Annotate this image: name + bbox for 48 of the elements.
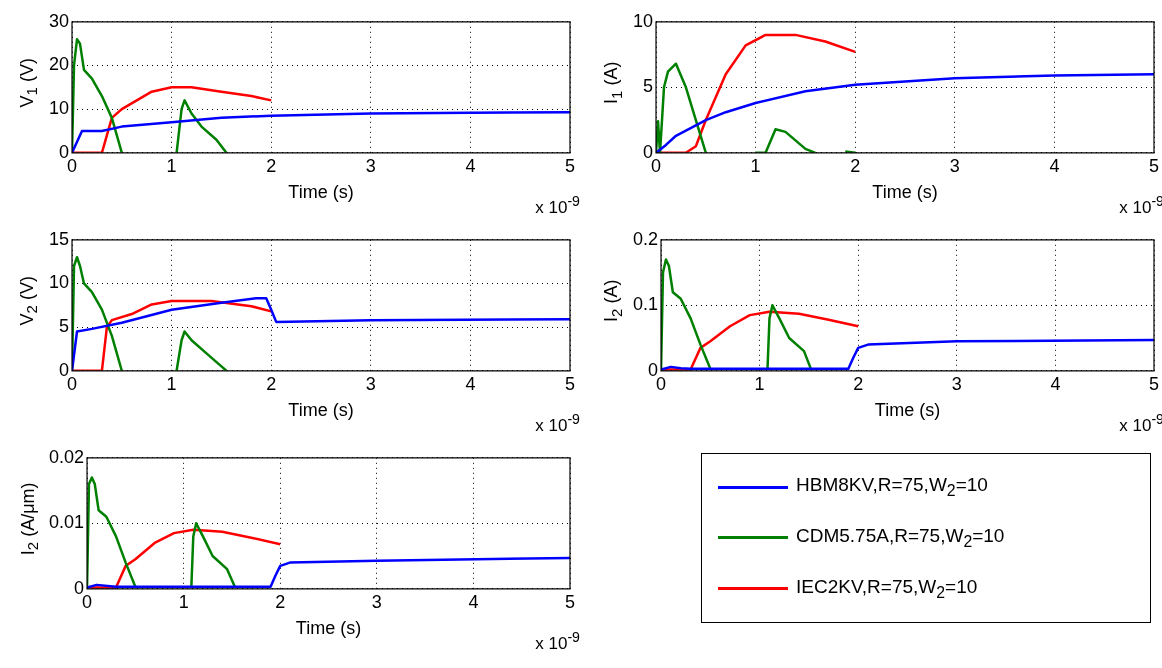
x-tick-label: 5: [564, 373, 576, 394]
x-tick-label: 1: [754, 373, 765, 394]
x-tick-label: 1: [750, 155, 761, 176]
x-tick-label: 3: [951, 373, 962, 394]
x-axis-title: Time (s): [295, 618, 362, 639]
legend-label: IEC2KV,R=75,W$_{2}$=10: [796, 575, 978, 602]
text: x 10$^{-9}$: [535, 411, 580, 436]
y-tick-label: 10: [48, 98, 70, 119]
y-tick-label: 5: [59, 316, 70, 337]
x-tick-label: 1: [178, 591, 189, 612]
x-tick-label: 4: [468, 591, 479, 612]
y-tick-label: 10: [632, 10, 654, 31]
x-axis-title: Time (s): [288, 400, 354, 421]
y-tick-label: 0.2: [632, 228, 659, 249]
x-tick-label: 1: [166, 155, 177, 176]
text: x 10$^{-9}$: [535, 193, 580, 218]
y-tick-label: 30: [48, 10, 70, 31]
x-tick-label: 4: [1049, 155, 1060, 176]
y-tick-label: 0.02: [48, 446, 85, 467]
x-tick-label: 5: [564, 155, 576, 176]
text: x 10$^{-9}$: [535, 629, 580, 654]
x-tick-label: 5: [1148, 373, 1160, 394]
y-tick-label: 20: [48, 54, 70, 75]
y-tick-label: 5: [643, 76, 654, 97]
x-tick-label: 3: [371, 591, 382, 612]
legend-label: HBM8KV,R=75,W$_{2}$=10: [796, 474, 988, 501]
x-tick-label: 3: [365, 373, 376, 394]
x-axis-title: Time (s): [288, 182, 354, 203]
x-tick-label: 4: [465, 373, 476, 394]
x-tick-label: 2: [275, 591, 286, 612]
x-tick-label: 2: [853, 373, 864, 394]
legend-label: CDM5.75A,R=75,W$_{2}$=10: [796, 525, 1005, 551]
y-tick-label: 10: [48, 272, 70, 293]
x-axis-title: Time (s): [872, 182, 938, 203]
x-tick-label: 2: [266, 155, 277, 176]
x-tick-label: 3: [949, 155, 960, 176]
y-tick-label: 0.01: [48, 512, 85, 533]
x-tick-label: 4: [465, 155, 476, 176]
y-tick-label: 15: [48, 228, 70, 249]
x-axis-title: Time (s): [874, 400, 941, 421]
x-tick-label: 2: [850, 155, 861, 176]
x-tick-label: 1: [166, 373, 177, 394]
x-tick-label: 5: [1148, 155, 1160, 176]
y-tick-label: 0.1: [632, 294, 659, 315]
x-tick-label: 3: [365, 155, 376, 176]
x-tick-label: 2: [266, 373, 277, 394]
x-tick-label: 4: [1050, 373, 1061, 394]
x-tick-label: 5: [564, 591, 576, 612]
